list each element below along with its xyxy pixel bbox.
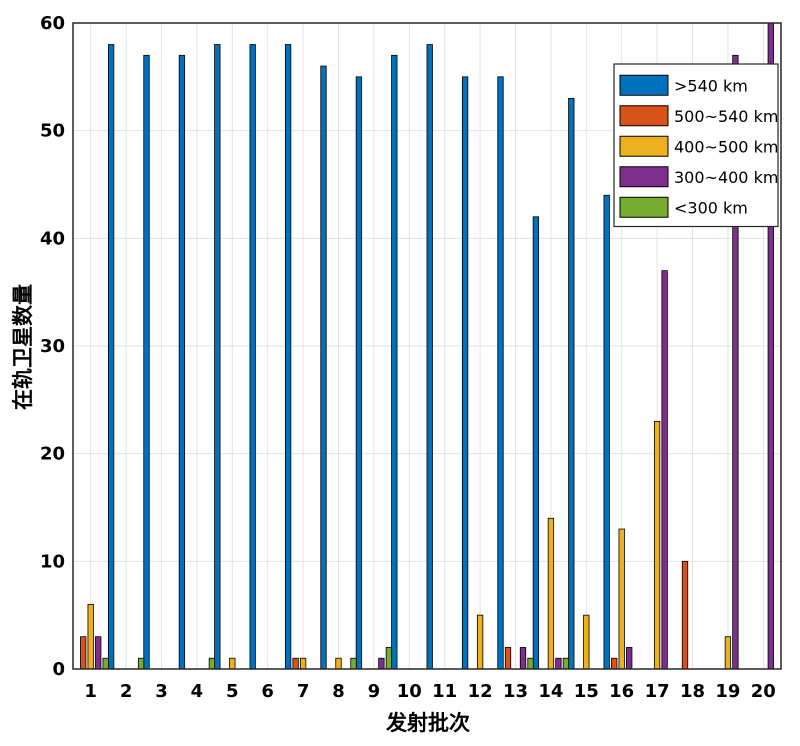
bar bbox=[504, 647, 512, 670]
bar bbox=[137, 657, 145, 670]
bar bbox=[335, 657, 342, 670]
bar bbox=[350, 657, 357, 670]
bar bbox=[143, 54, 150, 670]
x-tick-label: 14 bbox=[538, 681, 563, 702]
x-tick-label: 18 bbox=[680, 681, 705, 702]
y-tick-label: 30 bbox=[40, 336, 65, 357]
bar bbox=[626, 647, 633, 670]
x-tick-label: 2 bbox=[120, 681, 133, 702]
x-tick-label: 13 bbox=[503, 681, 528, 702]
x-tick-label: 1 bbox=[84, 681, 97, 702]
legend-label: <300 km bbox=[674, 198, 748, 217]
bar bbox=[681, 560, 689, 670]
x-tick-label: 4 bbox=[191, 681, 204, 702]
bar bbox=[661, 270, 668, 670]
bar bbox=[178, 54, 186, 670]
x-axis-title: 发射批次 bbox=[385, 711, 470, 735]
bar bbox=[391, 54, 398, 670]
y-tick-label: 0 bbox=[52, 659, 65, 680]
bar bbox=[547, 517, 555, 670]
bar bbox=[249, 44, 256, 670]
bar bbox=[95, 636, 102, 670]
x-tick-label: 17 bbox=[645, 681, 670, 702]
y-tick-label: 40 bbox=[40, 228, 65, 249]
x-tick-label: 7 bbox=[297, 681, 310, 702]
legend-swatch bbox=[619, 135, 669, 157]
bar bbox=[555, 657, 562, 670]
bar bbox=[497, 76, 504, 670]
x-tick-label: 16 bbox=[609, 681, 634, 702]
bar bbox=[724, 636, 732, 670]
x-tick-label: 12 bbox=[468, 681, 493, 702]
y-tick-label: 50 bbox=[40, 121, 65, 142]
bar bbox=[519, 647, 527, 670]
x-tick-label: 5 bbox=[226, 681, 239, 702]
x-tick-label: 11 bbox=[432, 681, 457, 702]
bar bbox=[107, 44, 115, 670]
legend-swatch bbox=[619, 105, 669, 127]
x-tick-label: 20 bbox=[751, 681, 776, 702]
y-axis-ticks: 0 10 20 30 40 50 60 bbox=[40, 13, 65, 680]
x-tick-label: 8 bbox=[332, 681, 345, 702]
legend: >540 km 500~540 km 400~500 km 300~400 km <30… bbox=[613, 63, 779, 228]
y-tick-label: 10 bbox=[40, 551, 65, 572]
bar bbox=[229, 657, 236, 670]
bar bbox=[532, 216, 540, 670]
bar bbox=[461, 76, 469, 670]
y-tick-label: 60 bbox=[40, 13, 65, 34]
bar bbox=[618, 528, 625, 670]
x-tick-label: 15 bbox=[574, 681, 599, 702]
x-tick-label: 3 bbox=[155, 681, 168, 702]
bar bbox=[603, 194, 610, 670]
bar bbox=[87, 604, 94, 670]
bar bbox=[80, 636, 87, 670]
x-tick-label: 10 bbox=[397, 681, 422, 702]
bar bbox=[102, 657, 109, 670]
bar bbox=[611, 657, 618, 670]
plot-frame bbox=[72, 22, 782, 670]
bar bbox=[426, 44, 433, 670]
y-tick-label: 20 bbox=[40, 444, 65, 465]
y-axis-title: 在轨卫星数量 bbox=[11, 284, 35, 410]
bar bbox=[292, 657, 299, 670]
x-tick-label: 19 bbox=[715, 681, 740, 702]
bar bbox=[299, 657, 307, 670]
bar bbox=[568, 97, 575, 670]
x-axis-ticks: 1 2 3 4 5 6 7 8 9 10 11 12 13 14 15 16 17 18 19 20 bbox=[84, 681, 775, 702]
legend-label: 300~400 km bbox=[674, 168, 778, 187]
bar bbox=[378, 657, 385, 670]
bar bbox=[527, 657, 534, 670]
bar bbox=[583, 614, 590, 670]
legend-label: 400~500 km bbox=[674, 137, 778, 156]
bar bbox=[284, 44, 292, 670]
legend-swatch bbox=[619, 166, 669, 188]
x-tick-label: 9 bbox=[368, 681, 381, 702]
bar bbox=[653, 420, 661, 670]
bar bbox=[208, 657, 216, 670]
legend-swatch bbox=[619, 74, 669, 96]
bar bbox=[214, 44, 221, 670]
legend-swatch bbox=[619, 196, 669, 218]
legend-label: 500~540 km bbox=[674, 107, 778, 126]
bar bbox=[476, 614, 484, 670]
x-tick-label: 6 bbox=[261, 681, 274, 702]
bars bbox=[80, 22, 774, 670]
bar bbox=[320, 65, 327, 670]
legend-label: >540 km bbox=[674, 76, 748, 95]
bar bbox=[385, 647, 393, 670]
bar bbox=[562, 657, 570, 670]
bar bbox=[355, 76, 363, 670]
